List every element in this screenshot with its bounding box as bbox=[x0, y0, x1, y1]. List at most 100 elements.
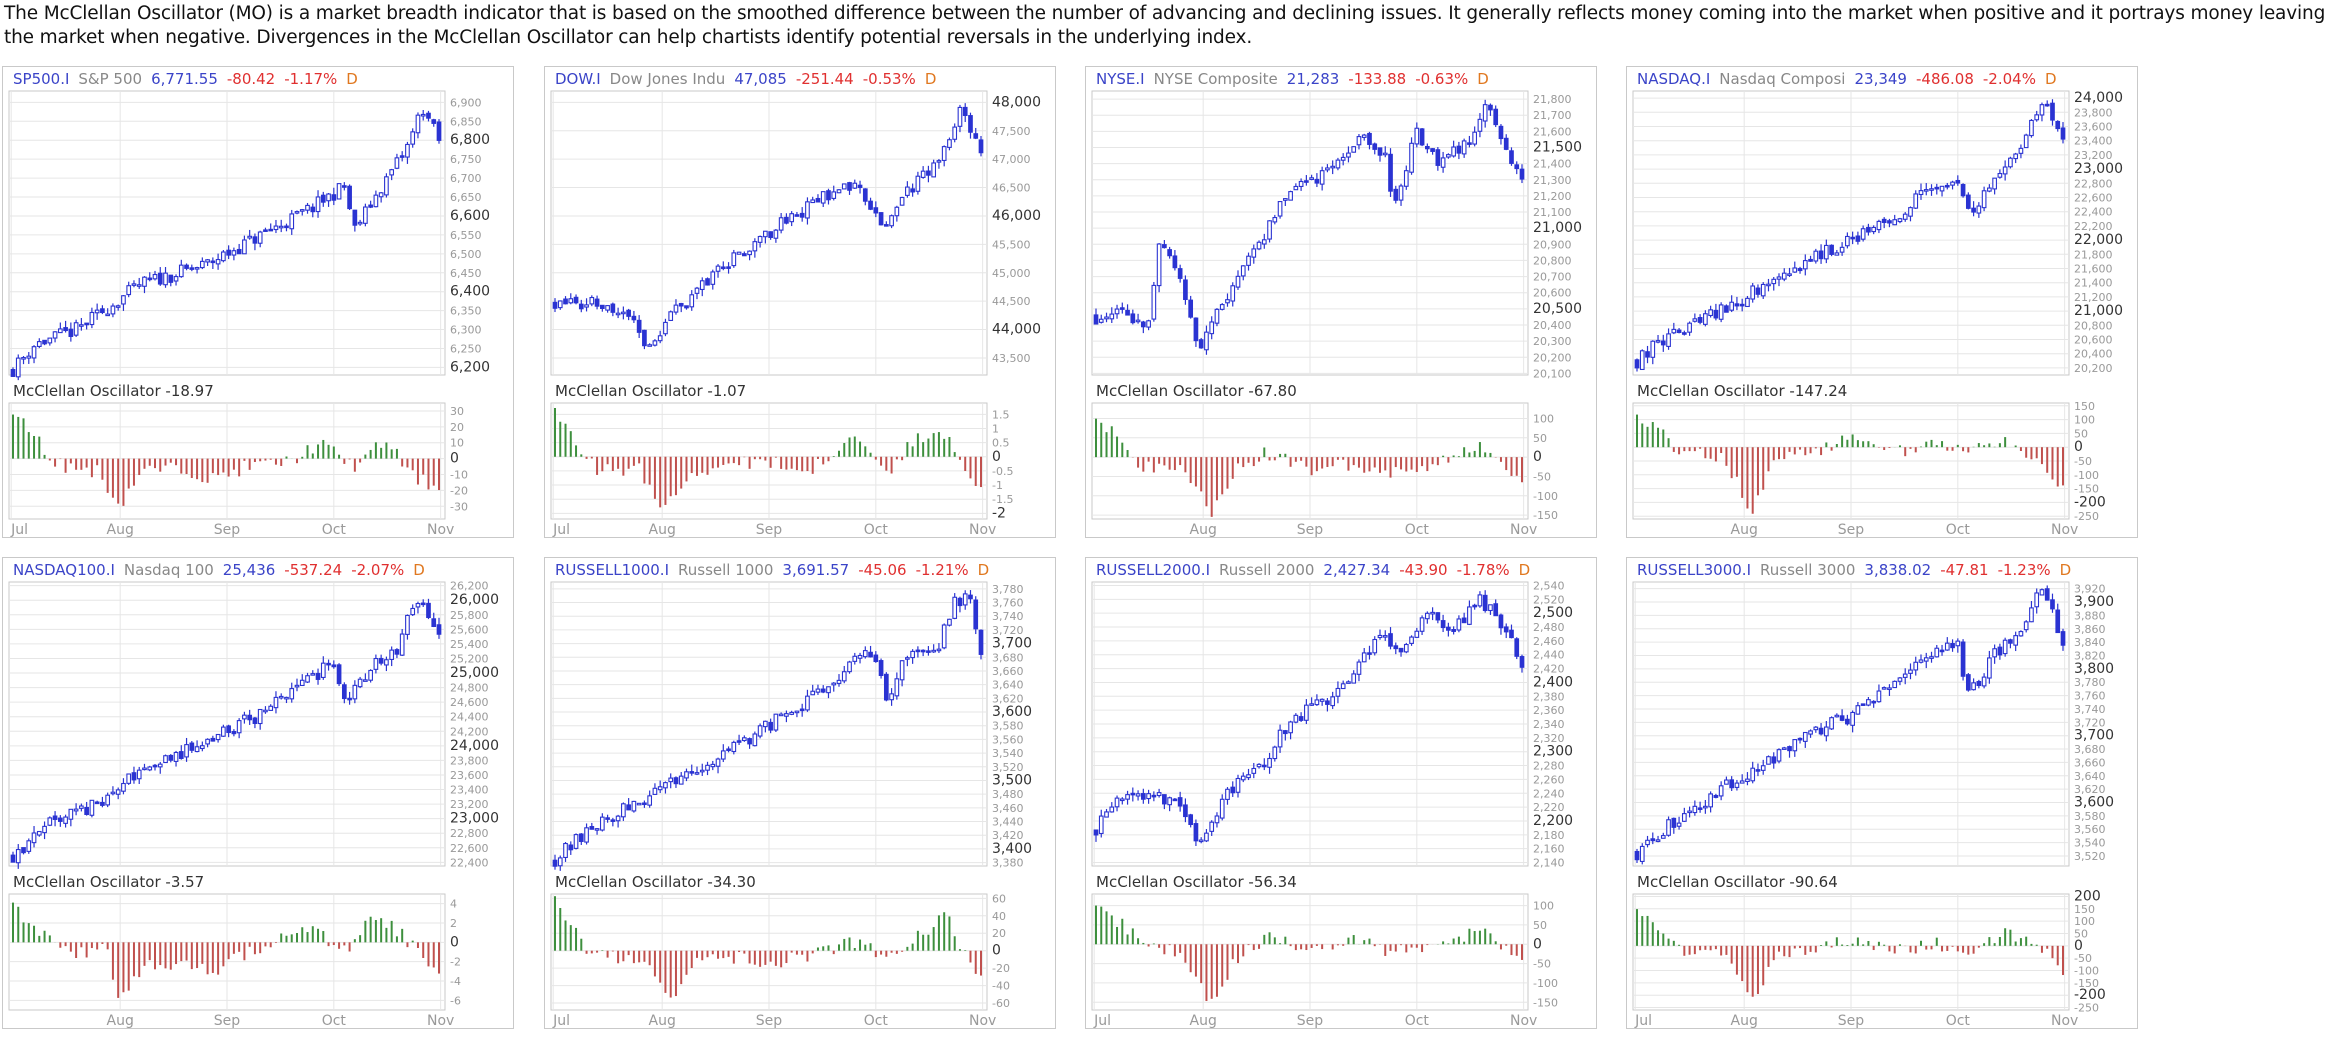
candle-body bbox=[852, 182, 858, 189]
symbol-link[interactable]: NYSE.I bbox=[1096, 70, 1145, 88]
candle-body bbox=[268, 705, 274, 711]
period-label[interactable]: D bbox=[346, 70, 358, 88]
candle-body bbox=[15, 357, 21, 378]
index-name: Nasdaq 100 bbox=[123, 561, 214, 579]
candle-body bbox=[168, 274, 174, 283]
candle-body bbox=[1172, 798, 1178, 802]
candle-body bbox=[836, 189, 842, 194]
candle-body bbox=[705, 764, 710, 771]
price-tick-label: 2,440 bbox=[1533, 649, 1565, 662]
candle-body bbox=[694, 772, 700, 775]
candle-body bbox=[573, 296, 579, 304]
symbol-link[interactable]: SP500.I bbox=[13, 70, 70, 88]
chart-panel[interactable]: DOW.I Dow Jones Indu 47,085 -251.44 -0.53% D M… bbox=[544, 66, 1056, 538]
oscillator-tick-label: -150 bbox=[2074, 483, 2099, 496]
candle-body bbox=[1477, 594, 1483, 607]
candle-body bbox=[1760, 765, 1766, 771]
candle-body bbox=[773, 229, 779, 239]
oscillator-tick-label: 4 bbox=[450, 898, 457, 911]
candle-body bbox=[663, 321, 668, 335]
candle-body bbox=[152, 273, 158, 280]
candle-body bbox=[636, 319, 642, 333]
price-tick-label: 21,300 bbox=[1533, 174, 1572, 187]
oscillator-tick-label: 20 bbox=[450, 421, 464, 434]
price-tick-label: 3,680 bbox=[2074, 743, 2106, 756]
period-label[interactable]: D bbox=[1477, 70, 1489, 88]
candle-body bbox=[736, 251, 742, 255]
chart-svg: Jul Aug Sep Oct Nov 43,500 44,000 44,500 45,000 4… bbox=[550, 90, 1041, 537]
candle-body bbox=[568, 298, 574, 304]
chart-panel[interactable]: RUSSELL1000.I Russell 1000 3,691.57 -45.06-… bbox=[544, 557, 1056, 1029]
candle-body bbox=[384, 659, 389, 666]
candle-body bbox=[1676, 822, 1682, 827]
chart-panel[interactable]: NASDAQ.I Nasdaq Composi 23,349 -486.08 -2.04… bbox=[1626, 66, 2138, 538]
month-tick-label: Aug bbox=[649, 522, 676, 537]
candle-body bbox=[973, 599, 979, 630]
price-tick-label: 2,420 bbox=[1533, 663, 1565, 676]
oscillator-tick-label: 0 bbox=[2074, 938, 2083, 954]
last-price: 47,085 bbox=[734, 70, 787, 88]
period-label[interactable]: D bbox=[924, 70, 937, 88]
price-tick-label: 3,520 bbox=[992, 761, 1024, 774]
price-tick-label: 6,750 bbox=[450, 153, 482, 166]
candle-body bbox=[747, 738, 752, 745]
symbol-link[interactable]: NASDAQ100.I bbox=[13, 561, 115, 579]
candle-body bbox=[1718, 304, 1724, 320]
chart-panel[interactable]: NASDAQ100.I Nasdaq 100 25,436 -537.24 -2.07%… bbox=[2, 557, 514, 1029]
candle-body bbox=[889, 693, 894, 701]
oscillator-tick-label: 0.5 bbox=[992, 437, 1010, 450]
oscillator-tick-label: 20 bbox=[992, 927, 1006, 940]
candle-body bbox=[1277, 201, 1283, 217]
oscillator-tick-label: -100 bbox=[1533, 977, 1558, 990]
price-change: -537.24 bbox=[284, 561, 343, 579]
symbol-link[interactable]: DOW.I bbox=[555, 70, 601, 88]
candle-body bbox=[1424, 612, 1430, 620]
candle-body bbox=[1188, 299, 1194, 318]
symbol-link[interactable]: RUSSELL3000.I bbox=[1637, 561, 1752, 579]
candle-body bbox=[79, 805, 84, 809]
price-tick-label: 3,840 bbox=[2074, 636, 2106, 649]
candle-body bbox=[1997, 172, 2003, 178]
price-tick-label: 26,000 bbox=[450, 592, 499, 608]
period-label[interactable]: D bbox=[2059, 561, 2072, 579]
period-label[interactable]: D bbox=[2044, 70, 2057, 88]
candle-body bbox=[589, 296, 595, 305]
month-tick-label: Jul bbox=[1634, 1013, 1652, 1028]
candle-body bbox=[1734, 782, 1740, 788]
price-tick-label: 23,200 bbox=[450, 798, 489, 811]
price-tick-label: 2,500 bbox=[1533, 605, 1573, 621]
candle-body bbox=[152, 764, 158, 768]
period-label[interactable]: D bbox=[1518, 561, 1531, 579]
price-tick-label: 44,500 bbox=[992, 295, 1031, 308]
candle-body bbox=[1519, 168, 1525, 180]
chart-panel[interactable]: NYSE.I NYSE Composite 21,283 -133.88 -0.63% D… bbox=[1085, 66, 1597, 538]
candle-body bbox=[1151, 284, 1157, 320]
oscillator-tick-label: 150 bbox=[2074, 400, 2095, 413]
price-change: -251.44 bbox=[795, 70, 854, 88]
symbol-link[interactable]: RUSSELL2000.I bbox=[1096, 561, 1211, 579]
oscillator-bars bbox=[554, 408, 982, 508]
price-tick-label: 23,800 bbox=[450, 754, 489, 767]
price-tick-label: 3,380 bbox=[992, 857, 1024, 870]
candle-body bbox=[1225, 299, 1230, 304]
price-tick-label: 22,400 bbox=[2074, 206, 2113, 219]
candle-body bbox=[105, 794, 111, 806]
candle-body bbox=[1650, 838, 1656, 842]
chart-panel[interactable]: RUSSELL2000.I Russell 2000 2,427.34 -43.90-… bbox=[1085, 557, 1597, 1029]
candle-body bbox=[1419, 128, 1425, 146]
candles bbox=[552, 590, 984, 871]
chart-panel[interactable]: RUSSELL3000.I Russell 3000 3,838.02 -47.81-… bbox=[1626, 557, 2138, 1029]
period-label[interactable]: D bbox=[413, 561, 425, 579]
oscillator-tick-label: -100 bbox=[1533, 490, 1558, 503]
chart-panel[interactable]: SP500.I S&P 500 6,771.55 -80.42 -1.17% D McCle… bbox=[2, 66, 514, 538]
oscillator-tick-label: 10 bbox=[450, 437, 464, 450]
candle-body bbox=[84, 322, 89, 326]
candle-body bbox=[142, 767, 147, 771]
candle-body bbox=[315, 672, 321, 680]
candle-body bbox=[978, 139, 984, 154]
symbol-link[interactable]: NASDAQ.I bbox=[1637, 70, 1711, 88]
oscillator-label: McClellan Oscillator -67.80 bbox=[1096, 382, 1297, 400]
symbol-link[interactable]: RUSSELL1000.I bbox=[555, 561, 670, 579]
period-label[interactable]: D bbox=[977, 561, 990, 579]
candle-body bbox=[1965, 674, 1971, 691]
